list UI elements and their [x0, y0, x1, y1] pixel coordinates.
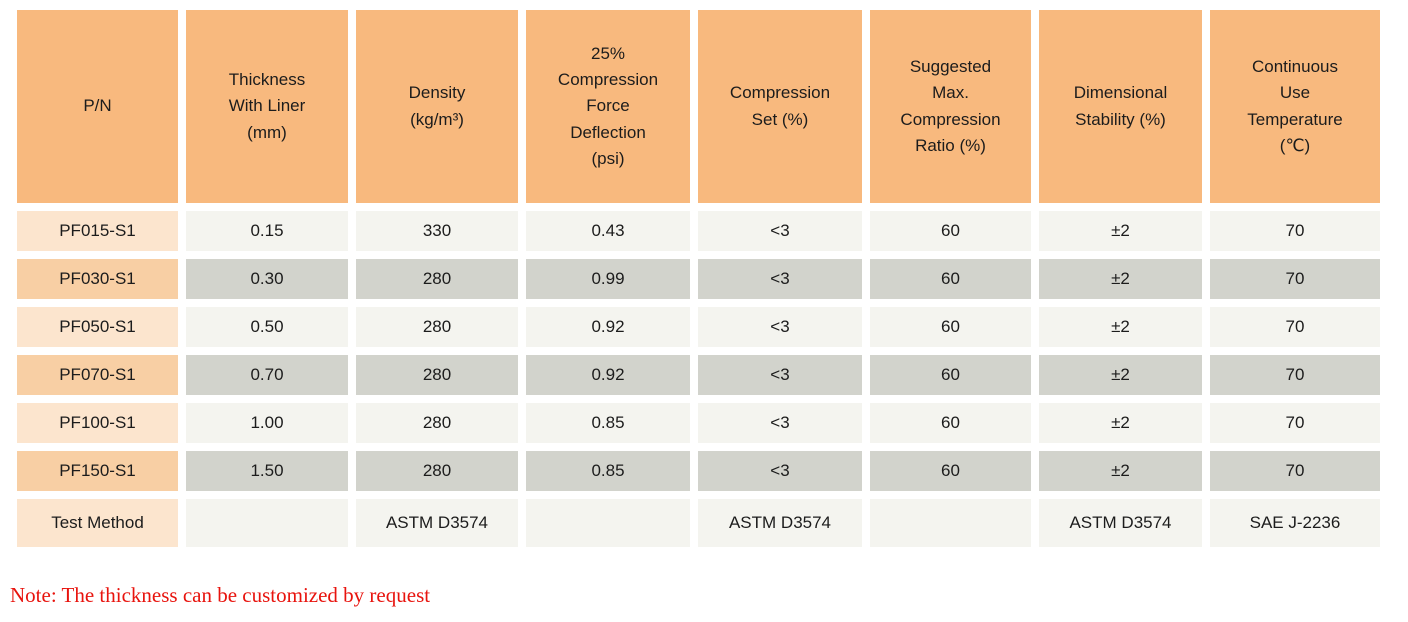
- cell-density: 280: [356, 355, 518, 395]
- cell-dimensional-stability-method: ASTM D3574: [1039, 499, 1202, 547]
- cell-temperature: 70: [1210, 451, 1380, 491]
- column-header-compression-force-deflection: 25% Compression Force Deflection (psi): [526, 10, 690, 203]
- cell-dimensional-stability: ±2: [1039, 355, 1202, 395]
- cell-pn: PF050-S1: [17, 307, 178, 347]
- column-header-density: Density (kg/m³): [356, 10, 518, 203]
- table-row-pf015: PF015-S1 0.15 330 0.43 <3 60 ±2 70: [17, 211, 1380, 251]
- cell-cfd: 0.85: [526, 403, 690, 443]
- cell-max-ratio: 60: [870, 211, 1031, 251]
- cell-compression-set: <3: [698, 211, 862, 251]
- cell-temperature: 70: [1210, 211, 1380, 251]
- cell-density: 330: [356, 211, 518, 251]
- cell-cfd-method: [526, 499, 690, 547]
- cell-max-ratio: 60: [870, 451, 1031, 491]
- spec-table-container: P/N Thickness With Liner (mm) Density (k…: [9, 2, 1388, 555]
- table-row-pf100: PF100-S1 1.00 280 0.85 <3 60 ±2 70: [17, 403, 1380, 443]
- table-header-row: P/N Thickness With Liner (mm) Density (k…: [17, 10, 1380, 203]
- cell-cfd: 0.43: [526, 211, 690, 251]
- cell-cfd: 0.92: [526, 307, 690, 347]
- cell-max-ratio: 60: [870, 355, 1031, 395]
- cell-thickness: 0.50: [186, 307, 348, 347]
- cell-compression-set: <3: [698, 307, 862, 347]
- cell-test-method-label: Test Method: [17, 499, 178, 547]
- cell-temperature: 70: [1210, 403, 1380, 443]
- cell-max-ratio: 60: [870, 307, 1031, 347]
- cell-dimensional-stability: ±2: [1039, 259, 1202, 299]
- cell-thickness: 0.15: [186, 211, 348, 251]
- spec-table: P/N Thickness With Liner (mm) Density (k…: [9, 2, 1388, 555]
- cell-density: 280: [356, 403, 518, 443]
- cell-density-method: ASTM D3574: [356, 499, 518, 547]
- cell-dimensional-stability: ±2: [1039, 451, 1202, 491]
- cell-temperature: 70: [1210, 259, 1380, 299]
- cell-density: 280: [356, 259, 518, 299]
- column-header-max-compression-ratio: Suggested Max. Compression Ratio (%): [870, 10, 1031, 203]
- table-row-test-method: Test Method ASTM D3574 ASTM D3574 ASTM D…: [17, 499, 1380, 547]
- cell-thickness: 0.30: [186, 259, 348, 299]
- table-row-pf050: PF050-S1 0.50 280 0.92 <3 60 ±2 70: [17, 307, 1380, 347]
- cell-dimensional-stability: ±2: [1039, 307, 1202, 347]
- cell-compression-set: <3: [698, 259, 862, 299]
- column-header-continuous-use-temperature: Continuous Use Temperature (℃): [1210, 10, 1380, 203]
- table-row-pf150: PF150-S1 1.50 280 0.85 <3 60 ±2 70: [17, 451, 1380, 491]
- cell-compression-set: <3: [698, 451, 862, 491]
- column-header-pn: P/N: [17, 10, 178, 203]
- cell-temperature-method: SAE J-2236: [1210, 499, 1380, 547]
- cell-max-ratio-method: [870, 499, 1031, 547]
- column-header-thickness: Thickness With Liner (mm): [186, 10, 348, 203]
- table-row-pf030: PF030-S1 0.30 280 0.99 <3 60 ±2 70: [17, 259, 1380, 299]
- cell-max-ratio: 60: [870, 259, 1031, 299]
- table-row-pf070: PF070-S1 0.70 280 0.92 <3 60 ±2 70: [17, 355, 1380, 395]
- cell-thickness: 0.70: [186, 355, 348, 395]
- cell-cfd: 0.92: [526, 355, 690, 395]
- cell-pn: PF030-S1: [17, 259, 178, 299]
- cell-compression-set: <3: [698, 355, 862, 395]
- cell-thickness: 1.00: [186, 403, 348, 443]
- cell-compression-set-method: ASTM D3574: [698, 499, 862, 547]
- cell-thickness: 1.50: [186, 451, 348, 491]
- cell-pn: PF100-S1: [17, 403, 178, 443]
- cell-cfd: 0.85: [526, 451, 690, 491]
- cell-pn: PF015-S1: [17, 211, 178, 251]
- cell-dimensional-stability: ±2: [1039, 211, 1202, 251]
- cell-temperature: 70: [1210, 307, 1380, 347]
- cell-thickness-method: [186, 499, 348, 547]
- column-header-dimensional-stability: Dimensional Stability (%): [1039, 10, 1202, 203]
- column-header-compression-set: Compression Set (%): [698, 10, 862, 203]
- cell-density: 280: [356, 451, 518, 491]
- cell-density: 280: [356, 307, 518, 347]
- cell-pn: PF070-S1: [17, 355, 178, 395]
- cell-cfd: 0.99: [526, 259, 690, 299]
- cell-max-ratio: 60: [870, 403, 1031, 443]
- cell-dimensional-stability: ±2: [1039, 403, 1202, 443]
- customization-note: Note: The thickness can be customized by…: [10, 583, 431, 607]
- cell-compression-set: <3: [698, 403, 862, 443]
- cell-pn: PF150-S1: [17, 451, 178, 491]
- cell-temperature: 70: [1210, 355, 1380, 395]
